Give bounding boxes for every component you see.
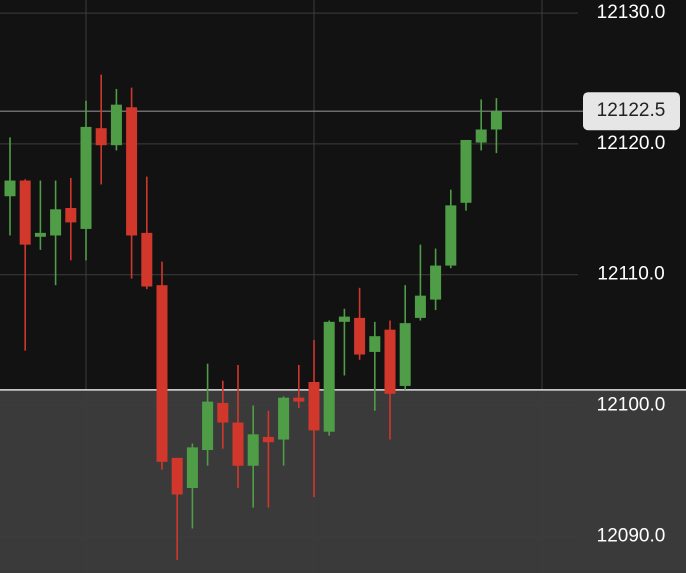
candle-body <box>65 208 77 223</box>
candle-body <box>247 434 259 466</box>
candle-body <box>414 295 426 318</box>
candle-body <box>34 232 46 237</box>
candle-body <box>338 316 350 322</box>
candle-body <box>202 401 214 451</box>
candle-body <box>110 104 122 146</box>
lower-zone <box>0 389 686 573</box>
current-price-label: 12122.5 <box>597 100 666 121</box>
candle-body <box>460 139 472 203</box>
y-tick-label: 12130.0 <box>597 2 666 23</box>
candle-body <box>430 265 442 300</box>
y-tick-label: 12110.0 <box>597 264 664 285</box>
candle-body <box>156 285 168 462</box>
candle-body <box>126 107 138 236</box>
candle-body <box>293 397 305 402</box>
candle-body <box>95 128 107 146</box>
candle-body <box>354 317 366 355</box>
candle-body <box>384 329 396 394</box>
candle-body <box>232 422 244 466</box>
candle-body <box>141 232 153 287</box>
candle-body <box>475 129 487 143</box>
candle-body <box>217 402 229 423</box>
current-price-box <box>583 92 680 131</box>
y-tick-label: 12090.0 <box>597 525 666 546</box>
candle-body <box>19 180 31 245</box>
y-tick-label: 12120.0 <box>597 133 666 154</box>
candle-body <box>278 397 290 440</box>
candle-body <box>445 205 457 266</box>
candle-body <box>262 436 274 443</box>
candle-body <box>50 209 62 236</box>
candle-body <box>171 457 183 495</box>
candle-body <box>369 336 381 352</box>
candle-body <box>186 447 198 488</box>
candle-body <box>308 382 320 431</box>
candle-body <box>323 321 335 432</box>
candle-body <box>4 180 16 197</box>
y-tick-label: 12100.0 <box>597 395 666 416</box>
candle-body <box>80 126 92 229</box>
candle-body <box>399 323 411 386</box>
candle-body <box>490 111 502 130</box>
